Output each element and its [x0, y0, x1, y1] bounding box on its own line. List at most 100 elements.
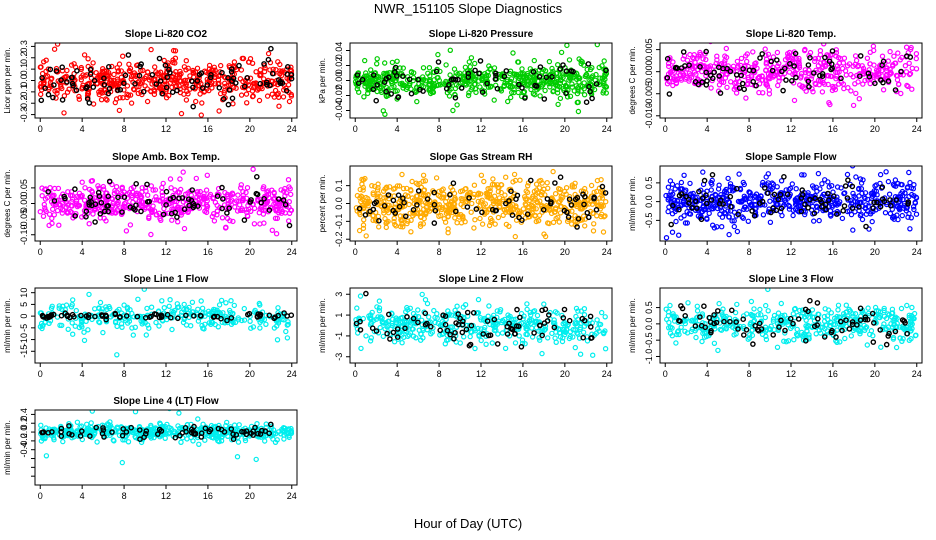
data-point: [165, 92, 172, 99]
y-axis-label: ml/min per min.: [628, 176, 637, 231]
data-point: [454, 303, 460, 309]
data-point: [444, 195, 450, 201]
y-axis-label: ml/min per min.: [3, 298, 12, 353]
data-point: [817, 186, 823, 192]
data-point: [690, 190, 696, 197]
data-point: [243, 189, 249, 196]
data-point: [862, 195, 868, 202]
data-point: [204, 172, 210, 178]
data-point-flagged: [225, 75, 231, 81]
x-tick-label: 4: [80, 369, 85, 379]
data-point: [726, 231, 732, 238]
data-point: [893, 183, 899, 189]
data-point-flagged: [69, 80, 76, 87]
data-point: [142, 204, 148, 211]
data-point: [263, 312, 269, 319]
data-point: [96, 91, 103, 98]
y-tick-label: 0.5: [644, 177, 654, 190]
data-point: [596, 81, 603, 88]
data-point-flagged: [703, 69, 710, 76]
data-point: [445, 308, 451, 314]
data-point: [603, 90, 610, 96]
data-point: [126, 318, 133, 324]
x-tick-label: 16: [518, 247, 528, 257]
data-point: [169, 326, 175, 333]
data-point: [774, 49, 781, 56]
data-point: [760, 77, 766, 83]
x-tick-label: 0: [663, 124, 668, 134]
data-point-flagged: [560, 315, 567, 321]
data-point-flagged: [739, 80, 746, 87]
data-point: [862, 190, 869, 196]
data-point: [357, 186, 363, 193]
data-point: [859, 216, 866, 223]
data-point: [146, 325, 152, 331]
data-point: [378, 314, 384, 320]
data-point: [63, 302, 70, 308]
data-point: [55, 185, 62, 192]
data-point-flagged: [85, 314, 92, 321]
data-points: [663, 166, 920, 241]
data-point-flagged: [394, 334, 401, 340]
data-point-flagged: [188, 78, 195, 84]
data-point: [256, 86, 262, 92]
data-point: [527, 309, 533, 316]
data-point: [673, 340, 679, 346]
data-point: [444, 337, 450, 343]
data-point: [838, 185, 844, 191]
data-point-flagged: [491, 316, 498, 323]
data-point: [391, 193, 397, 199]
data-point: [181, 306, 187, 313]
data-point-flagged: [585, 61, 592, 67]
data-point-flagged: [492, 207, 499, 214]
data-point: [763, 302, 769, 309]
data-point: [376, 305, 383, 311]
data-point-flagged: [103, 316, 109, 323]
data-point: [218, 297, 225, 304]
data-point: [841, 55, 848, 61]
data-point-flagged: [275, 312, 282, 319]
data-point: [78, 64, 85, 71]
data-point: [57, 202, 64, 208]
x-tick-label: 12: [476, 247, 486, 257]
data-point: [428, 331, 434, 337]
data-point: [244, 209, 250, 216]
data-point: [892, 60, 899, 66]
data-point: [493, 198, 500, 204]
data-point-flagged: [806, 84, 812, 90]
data-point-flagged: [682, 63, 688, 69]
data-point: [591, 221, 597, 227]
data-point: [281, 188, 287, 194]
data-point: [54, 87, 60, 94]
data-point: [399, 171, 405, 178]
x-tick-label: 12: [476, 124, 486, 134]
data-point: [113, 183, 120, 190]
data-point: [203, 206, 210, 212]
x-tick-label: 8: [122, 247, 127, 257]
data-point-flagged: [144, 181, 150, 188]
data-point-flagged: [174, 87, 180, 94]
data-point: [194, 189, 200, 195]
data-point-flagged: [440, 312, 446, 319]
data-point-flagged: [587, 88, 593, 95]
x-tick-label: 24: [287, 124, 297, 134]
y-tick-label: -0.3: [19, 107, 29, 123]
data-point: [684, 208, 690, 215]
data-point: [221, 89, 227, 96]
y-axis-label: ml/min per min.: [318, 298, 327, 353]
data-point: [598, 213, 604, 220]
data-point: [857, 176, 864, 182]
data-point-flagged: [465, 70, 472, 77]
data-point: [553, 82, 559, 89]
data-point-flagged: [666, 91, 673, 97]
data-point: [558, 196, 564, 203]
data-point-flagged: [51, 198, 58, 204]
data-point: [278, 206, 284, 213]
data-point: [361, 94, 367, 100]
data-point: [139, 79, 145, 85]
data-point: [356, 227, 363, 234]
data-point: [883, 67, 890, 74]
data-point-flagged: [64, 79, 70, 85]
data-point: [498, 88, 505, 94]
data-point: [669, 181, 676, 187]
